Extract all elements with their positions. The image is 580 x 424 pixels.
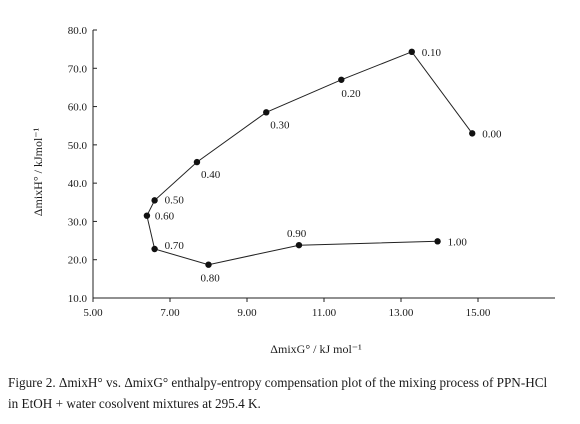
data-point [151,197,158,204]
data-point [338,76,345,83]
caption-line-1: Figure 2. ΔmixH° vs. ΔmixG° enthalpy-ent… [8,375,548,390]
data-point [434,238,441,245]
y-tick-label: 70.0 [68,63,88,75]
series-line [146,51,473,266]
data-point-label: 0.30 [270,119,290,131]
data-point-label: 0.20 [341,88,361,100]
y-tick-label: 40.0 [68,178,88,190]
x-tick-label: 7.00 [160,307,180,319]
x-tick-label: 15.00 [466,307,491,319]
x-tick-label: 11.00 [312,307,337,319]
data-point [205,261,212,268]
x-axis-title: ΔmixG° / kJ mol⁻¹ [270,342,362,356]
data-point-label: 0.00 [482,128,502,140]
data-point [193,158,201,166]
data-point [408,48,415,56]
data-point [263,109,270,116]
data-point-label: 0.10 [422,47,442,59]
x-tick-label: 13.00 [389,307,414,319]
data-point-label: 0.70 [165,240,185,252]
caption-line-2: in EtOH + water cosolvent mixtures at 29… [8,396,261,411]
chart: 10.0 20.0 30.0 40.0 50.0 60.0 70.0 80.0 5.00 7.00… [31,25,555,356]
data-point-label: 0.50 [165,194,185,206]
y-axis-title: ΔmixH° / kJmol⁻¹ [31,127,45,216]
axes: 10.0 20.0 30.0 40.0 50.0 60.0 70.0 80.0 5.00 7.00… [68,25,555,319]
figure-caption: Figure 2. ΔmixH° vs. ΔmixG° enthalpy-ent… [8,372,574,414]
y-tick-label: 50.0 [68,140,88,152]
data-point [143,212,151,219]
data-point-label: 1.00 [448,236,468,248]
data-point-label: 0.40 [201,169,221,181]
data-point [295,241,303,249]
data-point [469,130,476,137]
y-tick-label: 80.0 [68,25,88,37]
y-tick-label: 20.0 [68,255,88,267]
y-tick-label: 30.0 [68,216,88,228]
y-tick-label: 60.0 [68,102,88,114]
data-point-label: 0.80 [201,273,221,285]
data-series: 0.00 0.10 0.20 0.30 0.40 0.50 0.60 0.70 0.80 0.90… [143,47,502,285]
data-point-label: 0.90 [287,228,307,240]
y-tick-label: 10.0 [68,293,88,305]
data-point [151,245,158,253]
data-point-label: 0.60 [155,211,175,223]
x-tick-label: 5.00 [83,307,103,319]
x-tick-label: 9.00 [237,307,257,319]
